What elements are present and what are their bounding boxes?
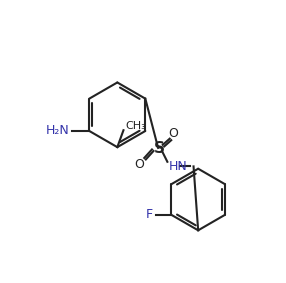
Text: H₂N: H₂N (45, 125, 69, 138)
Text: O: O (135, 158, 145, 171)
Text: S: S (153, 141, 164, 156)
Text: F: F (146, 208, 153, 221)
Text: HN: HN (169, 160, 188, 173)
Text: CH₃: CH₃ (125, 121, 146, 130)
Text: O: O (168, 127, 178, 140)
